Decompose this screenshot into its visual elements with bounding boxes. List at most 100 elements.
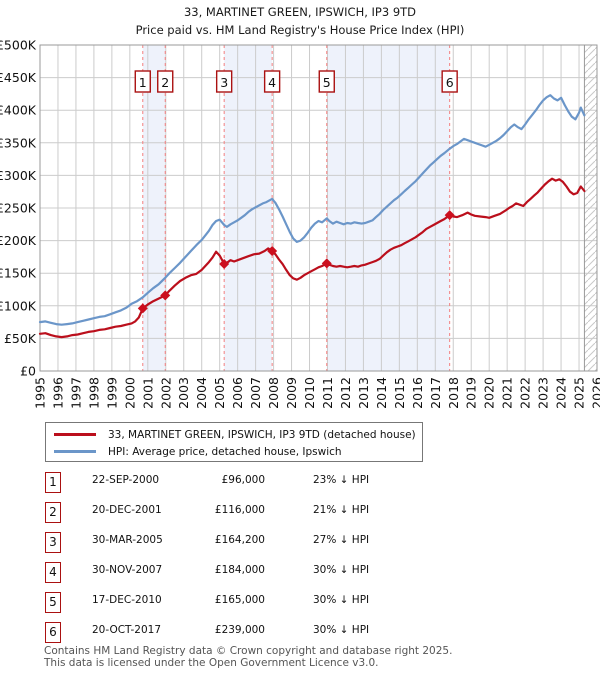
sale-marker xyxy=(267,246,278,257)
svg-text:2020: 2020 xyxy=(482,377,497,409)
svg-text:2026: 2026 xyxy=(590,377,600,409)
svg-text:5: 5 xyxy=(323,75,331,90)
price-line-swatch xyxy=(54,433,96,436)
y-axis-labels: £0 £50K £100K £150K £200K £250K £300K £350K £400… xyxy=(0,38,37,379)
svg-text:2021: 2021 xyxy=(500,377,515,409)
svg-text:£50K: £50K xyxy=(4,331,37,346)
sale-vs-hpi: 30% ↓ HPI xyxy=(313,564,370,576)
svg-text:2019: 2019 xyxy=(464,377,479,409)
license-footer: Contains HM Land Registry data © Crown c… xyxy=(44,645,584,669)
svg-text:£200K: £200K xyxy=(0,233,37,248)
x-axis-labels: 1995 1996 1997 1998 1999 2000 2001 2002 2003 2004… xyxy=(33,377,600,409)
sale-marker xyxy=(137,303,148,314)
svg-text:2003: 2003 xyxy=(176,377,191,409)
svg-text:£0: £0 xyxy=(20,364,36,379)
hpi-line-swatch xyxy=(54,450,96,453)
svg-text:2018: 2018 xyxy=(446,377,461,409)
transaction-row: 6 20-OCT-2017 £239,000 30% ↓ HPI xyxy=(0,620,600,650)
svg-text:1999: 1999 xyxy=(104,377,119,409)
svg-text:2015: 2015 xyxy=(392,377,407,409)
svg-text:2002: 2002 xyxy=(158,377,173,409)
svg-text:2010: 2010 xyxy=(302,377,317,409)
legend-item-hpi: HPI: Average price, detached house, Ipsw… xyxy=(46,443,422,460)
svg-text:2023: 2023 xyxy=(536,377,551,409)
svg-text:£400K: £400K xyxy=(0,103,37,118)
sale-price: £116,000 xyxy=(214,504,265,516)
svg-text:1995: 1995 xyxy=(33,377,48,409)
svg-text:2012: 2012 xyxy=(338,377,353,409)
svg-text:2025: 2025 xyxy=(572,377,587,409)
svg-text:2022: 2022 xyxy=(518,377,533,409)
price-paid-line xyxy=(38,177,586,339)
sale-price: £164,200 xyxy=(214,534,265,546)
legend-label-price: 33, MARTINET GREEN, IPSWICH, IP3 9TD (de… xyxy=(108,428,416,441)
sale-number-badge: 4 xyxy=(45,562,61,583)
sale-marker xyxy=(160,290,171,301)
transaction-row: 5 17-DEC-2010 £165,000 30% ↓ HPI xyxy=(0,590,600,620)
sale-vs-hpi: 30% ↓ HPI xyxy=(313,624,370,636)
svg-text:2009: 2009 xyxy=(284,377,299,409)
legend-item-price: 33, MARTINET GREEN, IPSWICH, IP3 9TD (de… xyxy=(46,426,422,443)
svg-text:2024: 2024 xyxy=(554,377,569,409)
svg-text:2013: 2013 xyxy=(356,377,371,409)
transaction-row: 1 22-SEP-2000 £96,000 23% ↓ HPI xyxy=(0,470,600,500)
svg-text:1998: 1998 xyxy=(86,377,101,409)
sale-number-badge: 1 xyxy=(45,472,61,493)
sale-number-badge: 3 xyxy=(45,532,61,553)
sale-marker xyxy=(321,258,332,269)
svg-text:2014: 2014 xyxy=(374,377,389,409)
sale-vs-hpi: 23% ↓ HPI xyxy=(313,474,370,486)
chart-subtitle: Price paid vs. HM Land Registry's House … xyxy=(135,23,465,37)
svg-text:4: 4 xyxy=(268,75,276,90)
svg-text:£300K: £300K xyxy=(0,168,37,183)
sale-number-badge: 6 xyxy=(45,622,61,643)
chart-title: 33, MARTINET GREEN, IPSWICH, IP3 9TD xyxy=(183,5,417,19)
svg-text:1996: 1996 xyxy=(50,377,65,409)
svg-text:£450K: £450K xyxy=(0,70,37,85)
sale-vs-hpi: 27% ↓ HPI xyxy=(313,534,370,546)
sale-event-lines xyxy=(142,45,451,371)
svg-text:£500K: £500K xyxy=(0,38,37,53)
svg-text:2: 2 xyxy=(161,75,169,90)
svg-text:3: 3 xyxy=(220,75,228,90)
transaction-row: 2 20-DEC-2001 £116,000 21% ↓ HPI xyxy=(0,500,600,530)
sale-date: 30-MAR-2005 xyxy=(92,534,163,546)
sale-number-badge: 2 xyxy=(45,502,61,523)
svg-text:2004: 2004 xyxy=(194,377,209,409)
svg-text:£350K: £350K xyxy=(0,135,37,150)
svg-text:6: 6 xyxy=(446,75,454,90)
svg-text:2005: 2005 xyxy=(212,377,227,409)
price-chart: 12 3 4 5 6 £0 £50K £100K £150K £200K £250K £300K £35… xyxy=(0,38,600,409)
sale-price: £239,000 xyxy=(214,624,265,636)
svg-text:£250K: £250K xyxy=(0,201,37,216)
svg-text:2008: 2008 xyxy=(266,377,281,409)
future-hatch xyxy=(584,45,597,371)
legend-label-hpi: HPI: Average price, detached house, Ipsw… xyxy=(108,445,342,458)
svg-text:£100K: £100K xyxy=(0,298,37,313)
footer-line2: This data is licensed under the Open Gov… xyxy=(44,656,379,669)
svg-text:2006: 2006 xyxy=(230,377,245,409)
sale-vs-hpi: 30% ↓ HPI xyxy=(313,594,370,606)
sale-price: £165,000 xyxy=(214,594,265,606)
svg-text:2016: 2016 xyxy=(410,377,425,409)
svg-text:2017: 2017 xyxy=(428,377,443,409)
sale-date: 17-DEC-2010 xyxy=(92,594,162,606)
svg-text:2001: 2001 xyxy=(140,377,155,409)
svg-text:1: 1 xyxy=(139,75,147,90)
hpi-line xyxy=(38,94,586,326)
sale-date: 22-SEP-2000 xyxy=(92,474,160,486)
sale-date: 20-DEC-2001 xyxy=(92,504,162,516)
footer-line1: Contains HM Land Registry data © Crown c… xyxy=(44,645,453,657)
sale-price: £184,000 xyxy=(214,564,265,576)
svg-text:2000: 2000 xyxy=(122,377,137,409)
transaction-row: 4 30-NOV-2007 £184,000 30% ↓ HPI xyxy=(0,560,600,590)
transaction-row: 3 30-MAR-2005 £164,200 27% ↓ HPI xyxy=(0,530,600,560)
sale-vs-hpi: 21% ↓ HPI xyxy=(313,504,370,516)
transactions-table: 1 22-SEP-2000 £96,000 23% ↓ HPI 2 20-DEC… xyxy=(0,470,600,650)
svg-text:2007: 2007 xyxy=(248,377,263,409)
sale-date: 20-OCT-2017 xyxy=(92,624,161,636)
svg-text:2011: 2011 xyxy=(320,377,335,409)
sale-date: 30-NOV-2007 xyxy=(92,564,163,576)
